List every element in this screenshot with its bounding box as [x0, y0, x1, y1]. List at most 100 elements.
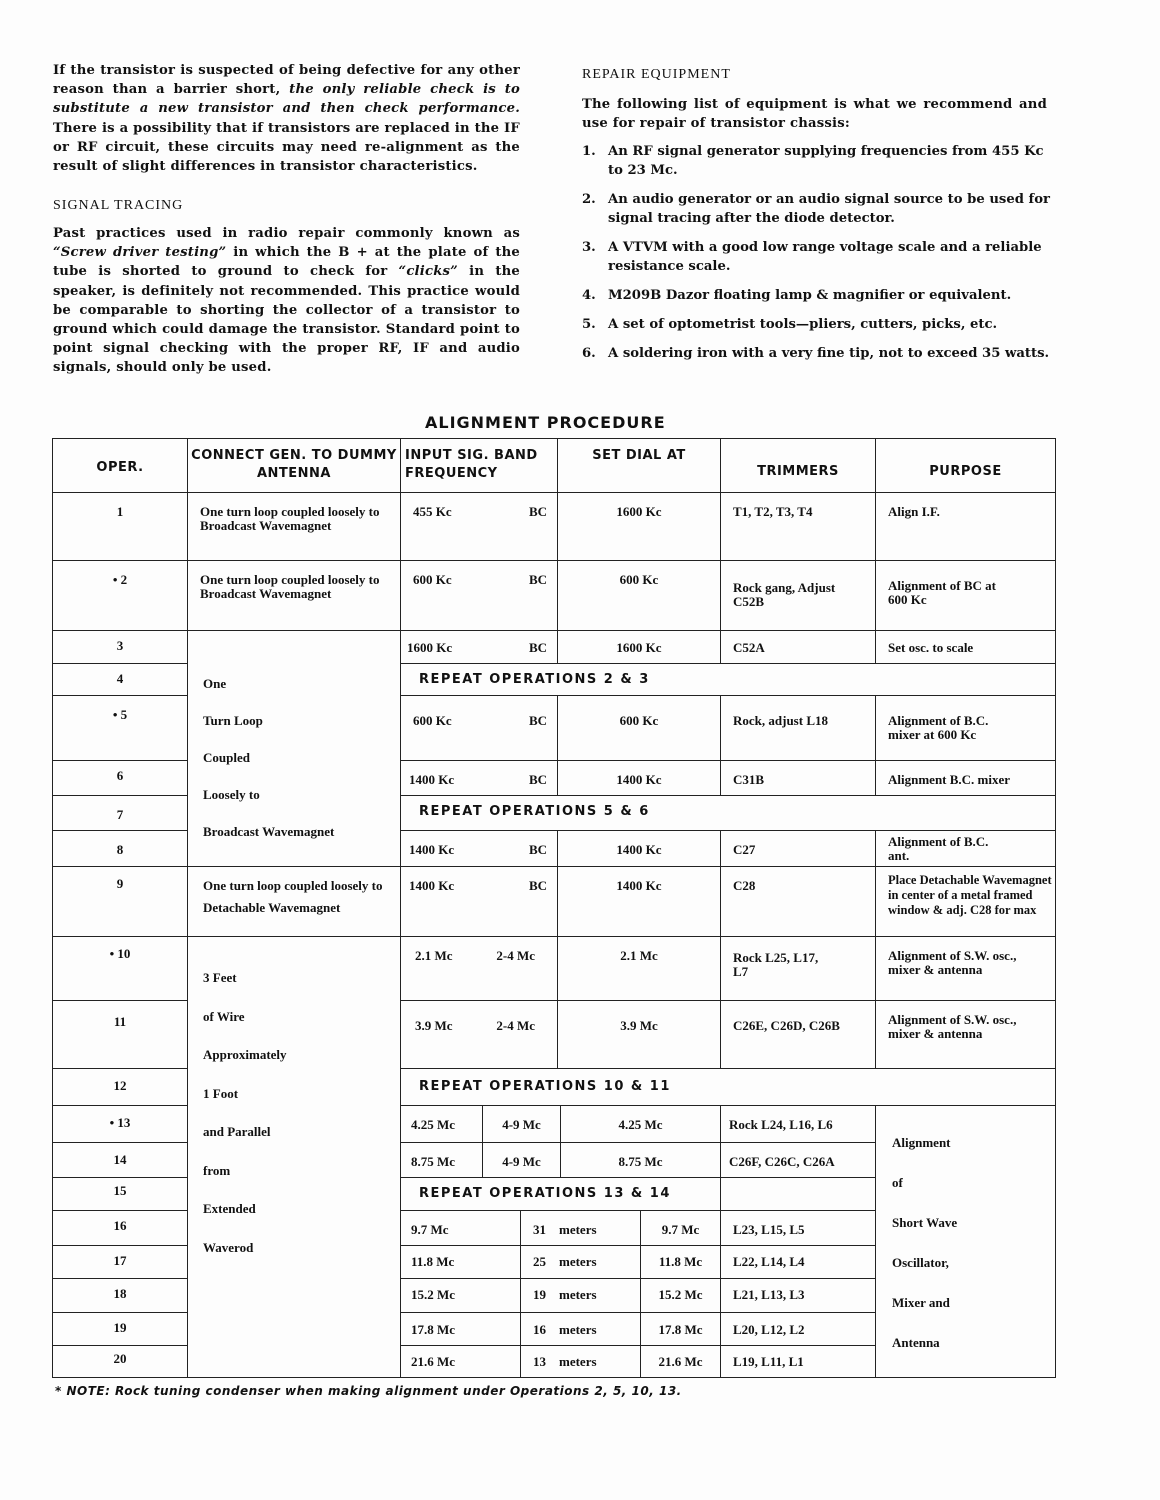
dial-cell: 21.6 Mc	[640, 1345, 721, 1378]
trimmers-cell: C28	[720, 866, 876, 937]
unit: meters	[559, 1322, 597, 1337]
connect-line: 1 Foot	[203, 1085, 239, 1101]
trimmers-cell: T1, T2, T3, T4	[720, 492, 876, 561]
oper-cell: 14	[52, 1142, 188, 1178]
connect-cell: One turn loop coupled loosely to Broadca…	[187, 560, 401, 631]
item-text: An audio generator or an audio signal so…	[608, 192, 1050, 226]
oper-cell: 6	[52, 760, 188, 796]
dial-cell: 9.7 Mc	[640, 1210, 721, 1246]
connect-line: 3 Feet	[203, 970, 237, 985]
st-em: “clicks”	[398, 264, 458, 280]
st-em: “Screw driver testing”	[53, 245, 227, 261]
purpose-cell: Set osc. to scale	[875, 630, 1056, 664]
item-text: An RF signal generator supplying frequen…	[608, 144, 1044, 178]
band: BC	[528, 640, 547, 655]
meters-cell: 13 meters	[520, 1345, 641, 1378]
oper-cell: 4	[52, 663, 188, 696]
meters-cell: 31 meters	[520, 1210, 641, 1246]
list-item: 3. A VTVM with a good low range voltage s…	[582, 238, 1062, 276]
input-cell: 1400 Kc BC	[400, 830, 558, 867]
trimmers-cell: L20, L12, L2	[720, 1312, 876, 1346]
freq: 600 Kc	[413, 572, 452, 587]
trimmers-cell: L21, L13, L3	[720, 1278, 876, 1313]
item-text: A soldering iron with a very fine tip, n…	[608, 346, 1050, 361]
freq-cell: 9.7 Mc	[400, 1210, 521, 1246]
st-text: Past practices used in radio repair comm…	[53, 226, 520, 241]
band-cell: 4-9 Mc	[482, 1142, 561, 1178]
meters-cell: 19 meters	[520, 1278, 641, 1313]
connect-line: Extended	[203, 1201, 256, 1216]
dial-cell: 2.1 Mc	[557, 936, 721, 1001]
purpose-line: Alignment	[892, 1135, 951, 1150]
oper-cell: • 2	[52, 560, 188, 631]
purpose-cell: Alignment of B.C. mixer at 600 Kc	[875, 695, 1056, 761]
input-cell: 1400 Kc BC	[400, 866, 558, 937]
oper-cell: 12	[52, 1068, 188, 1106]
purpose-cell: Alignment of B.C. ant.	[875, 830, 1056, 867]
purpose-cell: Alignment of S.W. osc., mixer & antenna	[875, 936, 1056, 1001]
dial-cell: 8.75 Mc	[560, 1142, 721, 1178]
item-text: A VTVM with a good low range voltage sca…	[608, 240, 1042, 274]
dial-cell: 1400 Kc	[557, 830, 721, 867]
dial-cell: 17.8 Mc	[640, 1312, 721, 1346]
purpose-line: Short Wave	[892, 1215, 958, 1230]
trimmers-cell: L22, L14, L4	[720, 1245, 876, 1279]
repair-list: 1. An RF signal generator supplying frequ…	[582, 142, 1062, 373]
dial-cell: 4.25 Mc	[560, 1105, 721, 1143]
list-item: 2. An audio generator or an audio signal …	[582, 190, 1062, 228]
input-cell: 600 Kc BC	[400, 695, 558, 761]
connect-line: Approximately	[203, 1047, 287, 1062]
item-number: 6.	[582, 346, 596, 361]
connect-line: from	[203, 1162, 231, 1178]
freq-cell: 15.2 Mc	[400, 1278, 521, 1313]
trimmers-cell: C26E, C26D, C26B	[720, 1000, 876, 1069]
header-dial: SET DIAL AT	[557, 438, 721, 493]
repeat-cell: REPEAT OPERATIONS 13 & 14	[400, 1177, 721, 1211]
trimmers-cell: Rock gang, Adjust C52B	[720, 560, 876, 631]
connect-line: Broadcast Wavemagnet	[203, 824, 335, 839]
intro-emphasis: the only reliable check is to substitute…	[53, 82, 520, 117]
item-text: A set of optometrist tools—pliers, cutte…	[608, 317, 998, 332]
header-connect: CONNECT GEN. TO DUMMY ANTENNA	[187, 438, 401, 493]
oper-cell: 16	[52, 1210, 188, 1246]
band: 2-4 Mc	[496, 948, 535, 963]
header-oper: OPER.	[52, 438, 188, 493]
connect-line: Turn Loop	[203, 713, 263, 728]
band: BC	[528, 878, 547, 893]
connect-line: Coupled	[203, 750, 250, 765]
freq: 2.1 Mc	[415, 948, 453, 963]
connect-line: Waverod	[203, 1239, 254, 1255]
header-purpose: PURPOSE	[875, 438, 1056, 493]
purpose-line: Mixer and	[892, 1295, 950, 1310]
oper-cell: • 5	[52, 695, 188, 761]
band: BC	[528, 842, 547, 857]
purpose-line: Oscillator,	[892, 1255, 949, 1270]
list-item: 6. A soldering iron with a very fine tip,…	[582, 344, 1062, 363]
trimmers-cell-empty	[720, 1177, 876, 1211]
band-cell: 4-9 Mc	[482, 1105, 561, 1143]
oper-cell: 15	[52, 1177, 188, 1211]
dial-cell: 1600 Kc	[557, 492, 721, 561]
input-cell: 1400 Kc BC	[400, 760, 558, 796]
repeat-cell: REPEAT OPERATIONS 10 & 11	[400, 1068, 1056, 1106]
input-cell: 1600 Kc BC	[400, 630, 558, 664]
trimmers-cell: Rock L25, L17, L7	[720, 936, 876, 1001]
unit: meters	[559, 1222, 597, 1237]
trimmers-cell: L19, L11, L1	[720, 1345, 876, 1378]
connect-cell: One turn loop coupled loosely to Detacha…	[187, 866, 401, 937]
item-number: 1.	[582, 144, 596, 159]
freq-cell: 11.8 Mc	[400, 1245, 521, 1279]
trimmers-cell: C52A	[720, 630, 876, 664]
dial-cell: 600 Kc	[557, 560, 721, 631]
input-cell: 455 Kc BC	[400, 492, 558, 561]
item-text: M209B Dazor floating lamp & magnifier or…	[608, 288, 1012, 303]
band: BC	[528, 572, 547, 587]
freq: 455 Kc	[413, 504, 452, 519]
meters: 25	[533, 1254, 546, 1269]
trimmers-cell: Rock, adjust L18	[720, 695, 876, 761]
band: 2-4 Mc	[496, 1018, 535, 1033]
list-item: 4. M209B Dazor floating lamp & magnifier …	[582, 286, 1062, 305]
unit: meters	[559, 1287, 597, 1302]
repair-heading: REPAIR EQUIPMENT	[582, 67, 731, 82]
freq: 1400 Kc	[409, 842, 455, 857]
